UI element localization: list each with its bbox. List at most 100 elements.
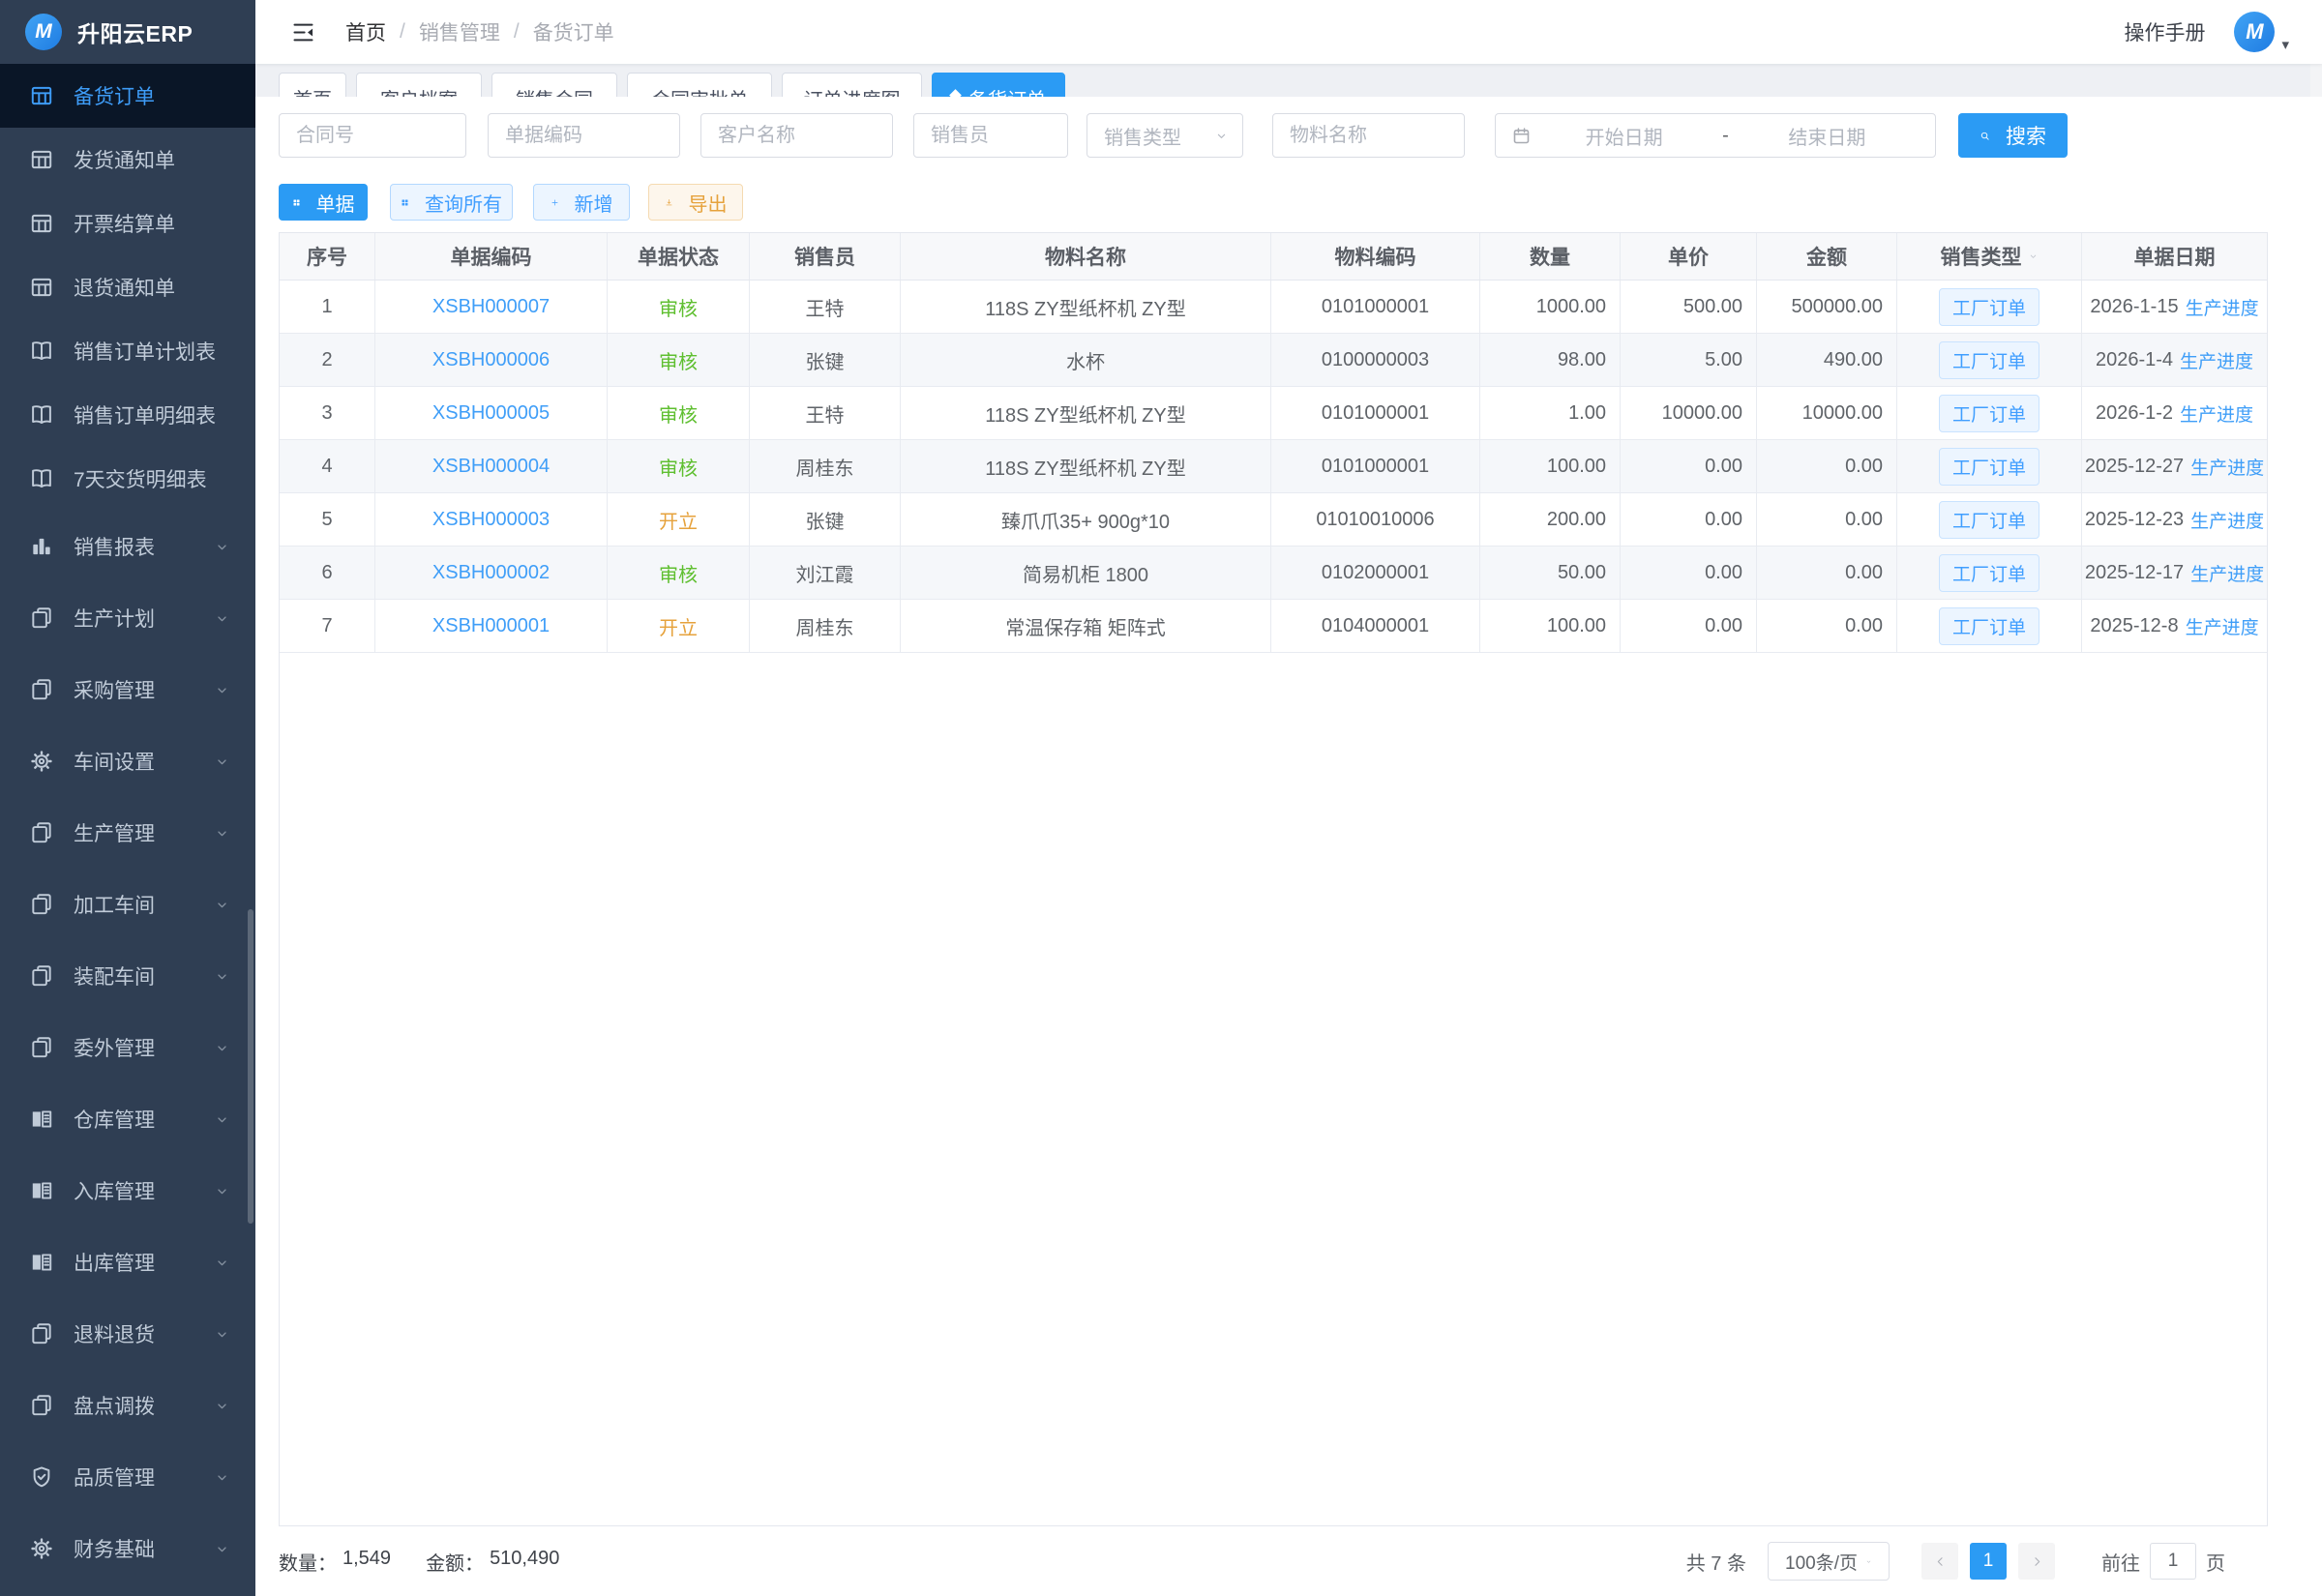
doc-date: 2025-12-8: [2090, 614, 2179, 636]
user-avatar[interactable]: M: [2234, 12, 2276, 52]
sidebar-item-label: 生产计划: [74, 608, 155, 631]
material-name-input[interactable]: [1272, 113, 1465, 158]
production-progress-link[interactable]: 生产进度: [2185, 298, 2259, 319]
current-page-button[interactable]: 1: [1970, 1543, 2007, 1580]
production-progress-link[interactable]: 生产进度: [2190, 458, 2265, 479]
tab-2[interactable]: 销售合同: [491, 73, 617, 97]
topbar: 首页 / 销售管理 / 备货订单 操作手册 M ▾: [255, 0, 2322, 64]
sidebar-item-6[interactable]: 7天交货明细表: [0, 447, 255, 511]
tab-1[interactable]: 客户档案: [356, 73, 482, 97]
sale-type-tag[interactable]: 工厂订单: [1938, 447, 2039, 486]
price-cell: 0.00: [1621, 547, 1757, 599]
user-caret-down-icon[interactable]: ▾: [2281, 37, 2289, 53]
sale-type-tag[interactable]: 工厂订单: [1938, 394, 2039, 432]
doc-code-link[interactable]: XSBH000004: [432, 455, 551, 477]
sidebar-item-16[interactable]: 入库管理: [0, 1155, 255, 1227]
add-button[interactable]: 新增: [533, 184, 630, 221]
sale-type-cell: 工厂订单: [1897, 387, 2082, 439]
material-name-cell: 臻爪爪35+ 900g*10: [901, 493, 1271, 546]
sidebar-item-label: 备货订单: [74, 86, 155, 108]
sidebar-item-12[interactable]: 加工车间: [0, 869, 255, 940]
sidebar-item-10[interactable]: 车间设置: [0, 725, 255, 797]
production-progress-link[interactable]: 生产进度: [2180, 404, 2254, 426]
export-button[interactable]: 导出: [648, 184, 743, 221]
sidebar-item-18[interactable]: 退料退货: [0, 1298, 255, 1370]
doc-code-link[interactable]: XSBH000007: [432, 295, 551, 317]
tab-0[interactable]: 首页: [279, 73, 346, 97]
doc-code-input[interactable]: [488, 113, 680, 158]
customer-name-input[interactable]: [700, 113, 893, 158]
search-button[interactable]: 搜索: [1958, 113, 2068, 158]
pages-icon: [29, 1035, 54, 1060]
sale-type-select[interactable]: 销售类型: [1087, 113, 1243, 158]
sidebar-item-1[interactable]: 发货通知单: [0, 128, 255, 192]
doc-code-link[interactable]: XSBH000006: [432, 348, 551, 370]
tab-3[interactable]: 合同审批单: [627, 73, 772, 97]
breadcrumb-item-0[interactable]: 首页: [345, 22, 386, 44]
sidebar-item-13[interactable]: 装配车间: [0, 940, 255, 1012]
sidebar-item-17[interactable]: 出库管理: [0, 1227, 255, 1298]
tab-label: 客户档案: [380, 84, 458, 97]
page-size-select[interactable]: 100条/页: [1768, 1542, 1890, 1581]
column-header-9[interactable]: 销售类型: [1897, 233, 2082, 280]
sidebar-item-2[interactable]: 开票结算单: [0, 192, 255, 255]
menu-fold-icon[interactable]: [290, 19, 316, 45]
amount-cell: 0.00: [1757, 600, 1897, 652]
prev-page-button[interactable]: [1921, 1543, 1958, 1580]
sidebar-item-9[interactable]: 采购管理: [0, 654, 255, 725]
plus-icon: [551, 194, 567, 211]
amount-value: 510,490: [490, 1547, 560, 1569]
tab-4[interactable]: 订单进度图: [782, 73, 922, 97]
sidebar-item-5[interactable]: 销售订单明细表: [0, 383, 255, 447]
sidebar-item-15[interactable]: 仓库管理: [0, 1083, 255, 1155]
doc-code-link[interactable]: XSBH000003: [432, 508, 551, 530]
sidebar-item-11[interactable]: 生产管理: [0, 797, 255, 869]
sidebar-item-0[interactable]: 备货订单: [0, 64, 255, 128]
sidebar-item-8[interactable]: 生产计划: [0, 582, 255, 654]
doc-date-cell: 2025-12-27 生产进度: [2082, 440, 2267, 492]
amount-cell: 0.00: [1757, 547, 1897, 599]
page-tabs: 首页 客户档案 销售合同 合同审批单 订单进度图 备货订单: [279, 73, 1075, 97]
sale-type-tag[interactable]: 工厂订单: [1938, 287, 2039, 326]
sidebar-item-3[interactable]: 退货通知单: [0, 255, 255, 319]
sidebar-scrollbar-thumb[interactable]: [248, 909, 253, 1224]
doc-code-cell: XSBH000005: [375, 387, 608, 439]
production-progress-link[interactable]: 生产进度: [2190, 564, 2265, 585]
qty-cell: 100.00: [1480, 600, 1621, 652]
salesperson-input[interactable]: [913, 113, 1068, 158]
sale-type-tag[interactable]: 工厂订单: [1938, 500, 2039, 539]
chevron-right-icon: [2030, 1554, 2044, 1569]
column-header-2: 单据状态: [608, 233, 750, 280]
next-page-button[interactable]: [2018, 1543, 2055, 1580]
manual-link[interactable]: 操作手册: [2124, 22, 2206, 44]
production-progress-link[interactable]: 生产进度: [2190, 511, 2265, 532]
status-badge: 审核: [659, 564, 698, 586]
chevron-down-icon: [214, 1326, 230, 1343]
sidebar-item-14[interactable]: 委外管理: [0, 1012, 255, 1083]
sidebar-item-7[interactable]: 销售报表: [0, 511, 255, 582]
pages-icon: [29, 1321, 54, 1346]
production-progress-link[interactable]: 生产进度: [2180, 351, 2254, 372]
sale-type-tag[interactable]: 工厂订单: [1938, 553, 2039, 592]
query-all-button[interactable]: 查询所有: [390, 184, 513, 221]
doc-code-link[interactable]: XSBH000002: [432, 561, 551, 583]
document-button[interactable]: 单据: [279, 184, 368, 221]
sale-type-tag[interactable]: 工厂订单: [1938, 340, 2039, 379]
doc-code-link[interactable]: XSBH000001: [432, 614, 551, 636]
doc-code-link[interactable]: XSBH000005: [432, 401, 551, 424]
sidebar-item-19[interactable]: 盘点调拨: [0, 1370, 255, 1441]
sale-type-tag[interactable]: 工厂订单: [1938, 606, 2039, 645]
sidebar-item-21[interactable]: 财务基础: [0, 1513, 255, 1584]
contract-no-input[interactable]: [279, 113, 466, 158]
sidebar-item-20[interactable]: 品质管理: [0, 1441, 255, 1513]
sale-type-placeholder: 销售类型: [1104, 127, 1181, 149]
qty-cell: 1000.00: [1480, 281, 1621, 333]
tab-5[interactable]: 备货订单: [932, 73, 1065, 97]
pages-icon: [29, 606, 54, 631]
sidebar-item-4[interactable]: 销售订单计划表: [0, 319, 255, 383]
date-range-picker[interactable]: 开始日期 - 结束日期: [1495, 113, 1936, 158]
column-header-label: 销售类型: [1940, 247, 2022, 269]
doc-code-cell: XSBH000006: [375, 334, 608, 386]
goto-page-input[interactable]: [2150, 1543, 2196, 1580]
production-progress-link[interactable]: 生产进度: [2185, 617, 2259, 638]
